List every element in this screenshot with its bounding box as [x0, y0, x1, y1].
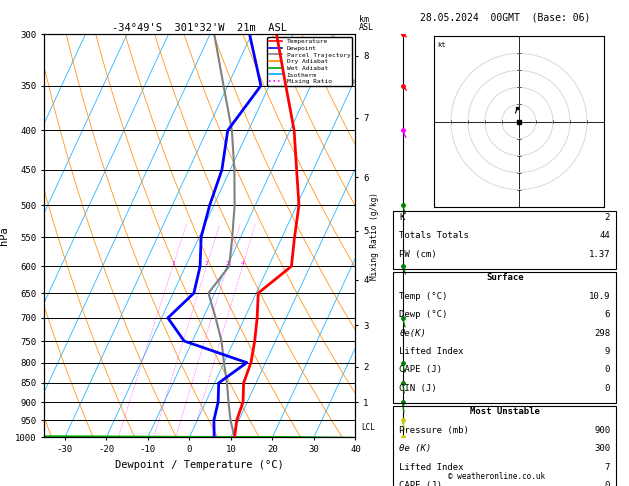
Text: 6: 6: [604, 310, 610, 319]
Text: 1: 1: [171, 261, 175, 266]
Text: Pressure (mb): Pressure (mb): [399, 426, 469, 435]
Text: kt: kt: [437, 42, 446, 48]
Text: 0: 0: [604, 384, 610, 393]
Text: 3: 3: [225, 261, 229, 266]
Text: Mixing Ratio (g/kg): Mixing Ratio (g/kg): [370, 192, 379, 279]
Text: Temp (°C): Temp (°C): [399, 292, 448, 301]
Text: 44: 44: [599, 231, 610, 241]
Text: CAPE (J): CAPE (J): [399, 365, 442, 375]
Text: K: K: [399, 213, 405, 222]
Text: Totals Totals: Totals Totals: [399, 231, 469, 241]
Text: Lifted Index: Lifted Index: [399, 463, 464, 472]
Text: CAPE (J): CAPE (J): [399, 481, 442, 486]
Text: θe (K): θe (K): [399, 444, 431, 453]
Text: 0: 0: [604, 365, 610, 375]
Text: 9: 9: [604, 347, 610, 356]
Text: CIN (J): CIN (J): [399, 384, 437, 393]
Text: Dewp (°C): Dewp (°C): [399, 310, 448, 319]
Text: Lifted Index: Lifted Index: [399, 347, 464, 356]
X-axis label: Dewpoint / Temperature (°C): Dewpoint / Temperature (°C): [115, 460, 284, 469]
Text: 2: 2: [204, 261, 208, 266]
Title: -34°49'S  301°32'W  21m  ASL: -34°49'S 301°32'W 21m ASL: [112, 23, 287, 33]
Y-axis label: hPa: hPa: [0, 226, 9, 245]
Text: Most Unstable: Most Unstable: [470, 407, 540, 417]
Text: 28.05.2024  00GMT  (Base: 06): 28.05.2024 00GMT (Base: 06): [420, 12, 590, 22]
Text: 300: 300: [594, 444, 610, 453]
Text: Surface: Surface: [486, 273, 523, 282]
Legend: Temperature, Dewpoint, Parcel Trajectory, Dry Adiabat, Wet Adiabat, Isotherm, Mi: Temperature, Dewpoint, Parcel Trajectory…: [267, 37, 352, 86]
Text: PW (cm): PW (cm): [399, 250, 437, 259]
Text: θe(K): θe(K): [399, 329, 426, 338]
Text: 298: 298: [594, 329, 610, 338]
Text: 2: 2: [604, 213, 610, 222]
Text: 1.37: 1.37: [589, 250, 610, 259]
Text: 900: 900: [594, 426, 610, 435]
Text: 10.9: 10.9: [589, 292, 610, 301]
Text: 7: 7: [604, 463, 610, 472]
Text: ASL: ASL: [359, 22, 374, 32]
Text: LCL: LCL: [362, 423, 376, 432]
Text: 4: 4: [241, 261, 245, 266]
Text: km: km: [359, 15, 369, 24]
Text: © weatheronline.co.uk: © weatheronline.co.uk: [448, 472, 545, 481]
Text: 0: 0: [604, 481, 610, 486]
